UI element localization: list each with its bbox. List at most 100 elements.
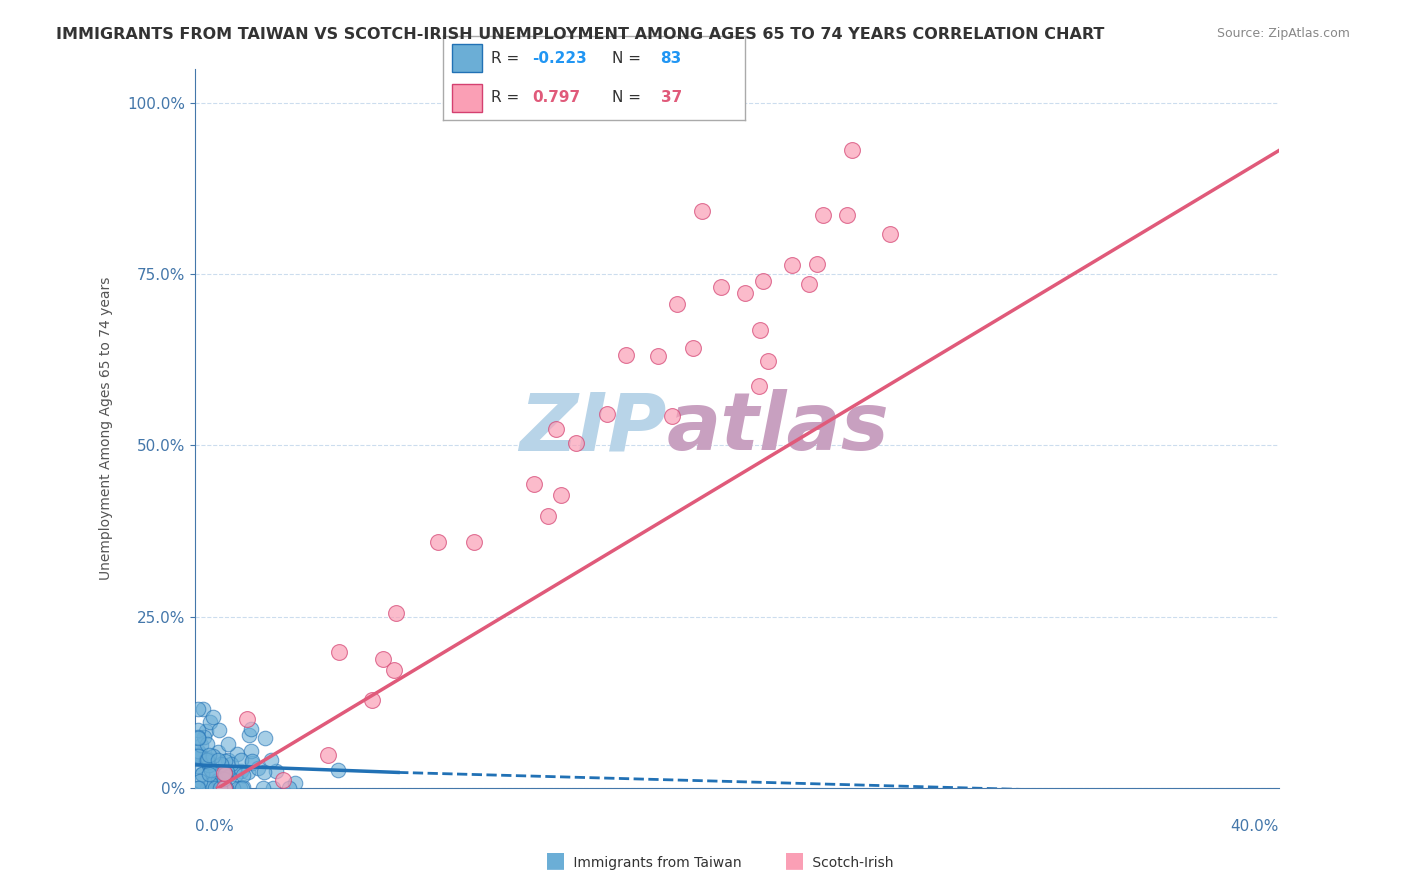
Point: [253, 731, 276, 745]
Point: [208, 723, 231, 738]
Point: [207, 772, 229, 787]
Text: N =: N =: [612, 90, 645, 105]
Point: [197, 753, 219, 767]
Point: [187, 702, 209, 716]
Point: [200, 763, 222, 777]
Point: [537, 508, 560, 523]
Point: [260, 753, 283, 767]
Point: [187, 781, 209, 796]
Point: [214, 767, 236, 781]
Point: [191, 766, 214, 780]
Point: [197, 752, 219, 766]
Point: [253, 764, 276, 779]
Point: [187, 748, 209, 763]
Point: [806, 257, 828, 271]
Point: [195, 724, 218, 739]
Point: [284, 775, 307, 789]
Point: [212, 781, 235, 796]
Point: [756, 354, 779, 368]
Text: 83: 83: [661, 51, 682, 66]
Point: [361, 693, 384, 707]
Point: [198, 747, 221, 762]
FancyBboxPatch shape: [451, 45, 482, 72]
Point: [596, 407, 619, 421]
Point: [195, 781, 218, 796]
Point: [710, 280, 733, 294]
Point: [661, 409, 683, 423]
Point: [221, 757, 243, 772]
Point: [748, 323, 770, 337]
Text: ■: ■: [546, 850, 565, 870]
Point: [207, 753, 229, 767]
Point: [240, 755, 263, 769]
Point: [187, 731, 209, 745]
Text: 40.0%: 40.0%: [1230, 820, 1278, 834]
Text: Scotch-Irish: Scotch-Irish: [808, 855, 894, 870]
Point: [229, 753, 252, 767]
Point: [191, 767, 214, 781]
Text: 0.0%: 0.0%: [195, 820, 233, 834]
Point: [564, 436, 586, 450]
Point: [811, 208, 834, 222]
Point: [218, 770, 240, 784]
Point: [231, 764, 253, 779]
Point: [190, 738, 212, 752]
Point: [201, 710, 224, 724]
Point: [236, 765, 259, 780]
Point: [187, 744, 209, 758]
Text: Immigrants from Taiwan: Immigrants from Taiwan: [569, 855, 742, 870]
Point: [207, 746, 229, 760]
Point: [647, 349, 669, 363]
Point: [426, 535, 449, 549]
Point: [202, 749, 225, 764]
Point: [841, 143, 863, 157]
Text: 0.797: 0.797: [531, 90, 581, 105]
Point: [682, 341, 704, 355]
Point: [221, 781, 243, 796]
Point: [316, 747, 339, 762]
Point: [879, 227, 901, 241]
Point: [780, 258, 803, 272]
Point: [837, 208, 859, 222]
Text: ZIP: ZIP: [519, 389, 666, 467]
Point: [209, 781, 232, 796]
Point: [751, 274, 773, 288]
Text: 37: 37: [661, 90, 682, 105]
Point: [229, 781, 252, 796]
Text: Source: ZipAtlas.com: Source: ZipAtlas.com: [1216, 27, 1350, 40]
Point: [187, 723, 209, 738]
Point: [231, 781, 253, 796]
Point: [382, 663, 405, 677]
Point: [328, 645, 350, 659]
Point: [666, 297, 689, 311]
Point: [188, 747, 211, 761]
Point: [198, 766, 221, 780]
Point: [247, 761, 270, 775]
Point: [209, 757, 232, 772]
Point: [187, 781, 209, 796]
Text: -0.223: -0.223: [531, 51, 586, 66]
Point: [239, 723, 262, 737]
Text: R =: R =: [491, 90, 529, 105]
Point: [252, 781, 274, 796]
Point: [264, 764, 287, 778]
Point: [217, 737, 239, 751]
Point: [614, 348, 637, 362]
Point: [690, 203, 713, 218]
Point: [215, 764, 238, 779]
Point: [239, 744, 262, 758]
Point: [238, 728, 260, 742]
Point: [215, 781, 238, 796]
Point: [373, 652, 395, 666]
Point: [215, 764, 238, 779]
Point: [190, 750, 212, 764]
Point: [463, 534, 485, 549]
Point: [734, 286, 756, 301]
Point: [225, 767, 247, 781]
Point: [385, 606, 408, 620]
Point: [232, 768, 254, 782]
Point: [188, 773, 211, 788]
Text: atlas: atlas: [666, 389, 889, 467]
Y-axis label: Unemployment Among Ages 65 to 74 years: Unemployment Among Ages 65 to 74 years: [100, 277, 114, 580]
Point: [214, 765, 236, 780]
